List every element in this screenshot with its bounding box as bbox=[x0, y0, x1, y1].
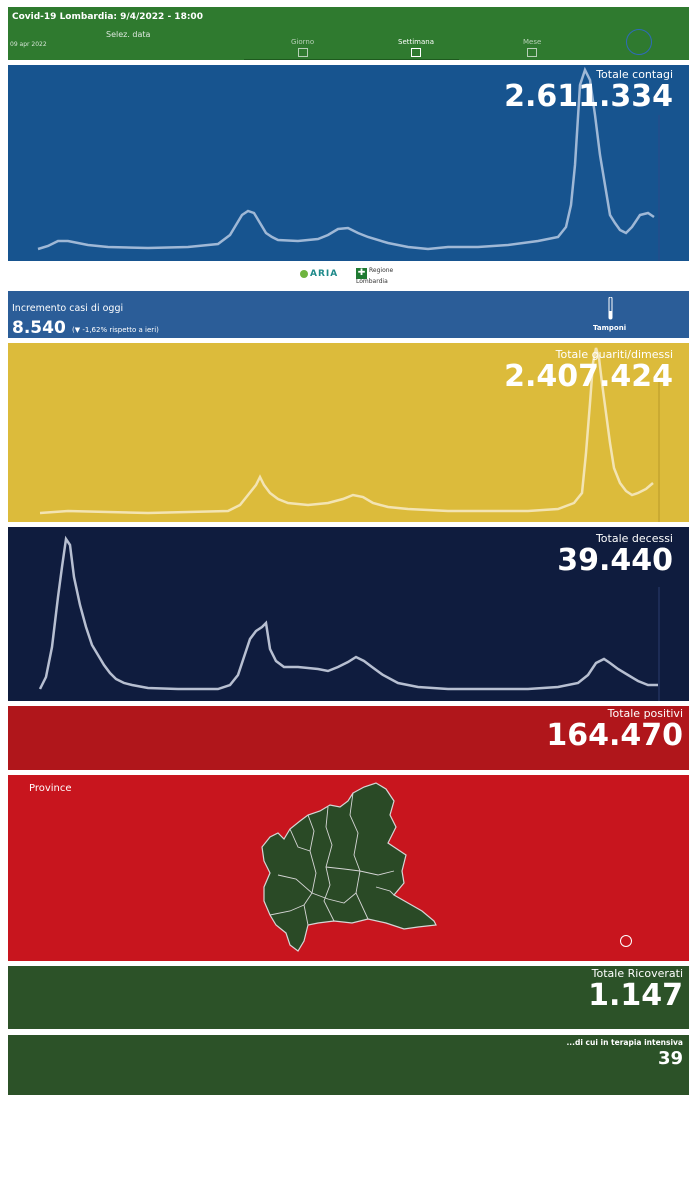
lombardia-map[interactable] bbox=[8, 775, 689, 961]
decessi-value: 39.440 bbox=[557, 543, 673, 578]
logos-row: ARIA ✚ Regione Lombardia bbox=[290, 267, 410, 287]
province-card: Province bbox=[8, 775, 689, 961]
segment-slider[interactable] bbox=[244, 59, 459, 60]
guariti-value-box: Totale guariti/dimessi 2.407.424 bbox=[504, 348, 673, 393]
contagi-trend-line bbox=[37, 66, 660, 261]
contagi-value-box: Totale contagi 2.611.334 bbox=[504, 68, 673, 113]
ricoverati-value: 1.147 bbox=[588, 978, 683, 1013]
refresh-indicator[interactable] bbox=[626, 29, 652, 55]
incremento-value: 8.540 bbox=[12, 318, 66, 338]
segment-mese[interactable]: Mese bbox=[523, 38, 541, 57]
page-title: Covid-19 Lombardia: 9/4/2022 - 18:00 bbox=[12, 12, 203, 22]
calendar-day-icon bbox=[297, 48, 308, 57]
ricoverati-label: Totale Ricoverati bbox=[591, 967, 683, 980]
test-tube-icon bbox=[608, 297, 613, 320]
positivi-value-box: Totale positivi 164.470 bbox=[546, 707, 683, 752]
guariti-value: 2.407.424 bbox=[504, 359, 673, 394]
header-bar: Covid-19 Lombardia: 9/4/2022 - 18:00 Sel… bbox=[8, 7, 689, 60]
incremento-delta: (▼ -1,62% rispetto a ieri) bbox=[72, 326, 159, 334]
contagi-card: Totale contagi 2.611.334 bbox=[8, 65, 689, 261]
decessi-trend-line bbox=[38, 535, 660, 701]
positivi-label: Totale positivi bbox=[607, 707, 683, 720]
aria-logo: ARIA bbox=[300, 269, 338, 279]
incremento-label: Incremento casi di oggi bbox=[12, 303, 124, 314]
segment-giorno[interactable]: Giorno bbox=[291, 38, 314, 57]
decessi-card: Totale decessi 39.440 bbox=[8, 527, 689, 701]
segment-settimana[interactable]: Settimana bbox=[398, 38, 434, 57]
select-date-label: Selez. data bbox=[106, 30, 151, 39]
decessi-label: Totale decessi bbox=[595, 532, 673, 545]
contagi-value: 2.611.334 bbox=[504, 79, 673, 114]
incremento-card: Incremento casi di oggi 8.540 (▼ -1,62% … bbox=[8, 291, 689, 338]
terapia-card: ...di cui in terapia intensiva 39 bbox=[8, 1035, 689, 1095]
province-label: Province bbox=[29, 783, 72, 794]
positivi-card: Totale positivi 164.470 bbox=[8, 706, 689, 770]
guariti-card: Totale guariti/dimessi 2.407.424 bbox=[8, 343, 689, 522]
calendar-week-icon bbox=[411, 48, 422, 57]
zoom-icon[interactable] bbox=[620, 935, 632, 947]
tamponi-button[interactable]: Tamponi bbox=[593, 324, 627, 332]
ricoverati-card: Totale Ricoverati 1.147 bbox=[8, 966, 689, 1029]
terapia-label: ...di cui in terapia intensiva bbox=[566, 1038, 683, 1047]
decessi-value-box: Totale decessi 39.440 bbox=[557, 532, 673, 577]
date-value[interactable]: 09 apr 2022 bbox=[10, 41, 47, 48]
guariti-trend-line bbox=[39, 347, 660, 522]
ricoverati-value-box: Totale Ricoverati 1.147 bbox=[588, 967, 683, 1012]
calendar-month-icon bbox=[527, 48, 538, 57]
regione-lombardia-logo: ✚ Regione Lombardia bbox=[356, 267, 394, 285]
guariti-label: Totale guariti/dimessi bbox=[555, 348, 673, 361]
contagi-label: Totale contagi bbox=[596, 68, 673, 81]
positivi-value: 164.470 bbox=[546, 718, 683, 753]
terapia-value: 39 bbox=[657, 1048, 683, 1069]
